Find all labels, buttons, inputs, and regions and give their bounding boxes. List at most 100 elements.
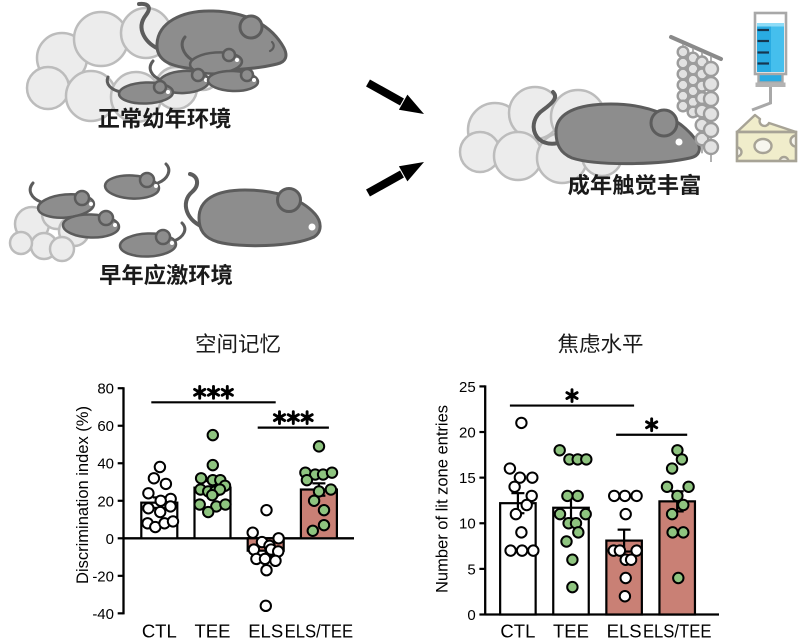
data-point (272, 532, 285, 545)
data-point (307, 494, 321, 507)
asterisk-icon (193, 384, 207, 400)
y-tick-label: 20 (459, 424, 476, 441)
data-point (325, 466, 339, 479)
data-point (525, 489, 538, 503)
bar-ctl (499, 502, 537, 616)
y-tick-label: 15 (459, 470, 476, 487)
data-point (206, 488, 219, 502)
syringe-base (755, 82, 786, 87)
data-point (206, 428, 220, 442)
arrow-icon (366, 162, 424, 197)
chart-spatial-memory: -40 -20 0 20 40 60 80 Discrimination index (%) C… (74, 381, 354, 642)
data-point (527, 544, 540, 557)
data-point (608, 489, 621, 503)
x-category-label: ELS/TEE (643, 621, 712, 642)
asterisk-icon (300, 410, 314, 425)
chart-title-anxiety-level-glyphs (558, 333, 643, 354)
data-point (159, 477, 173, 491)
data-point (300, 473, 314, 487)
chart-title-anxiety-level (558, 333, 643, 354)
x-category-label: CTL (500, 621, 535, 642)
data-point (515, 526, 528, 539)
data-point (219, 498, 232, 511)
data-point (259, 599, 272, 613)
x-category-label: TEE (195, 621, 231, 642)
data-point (269, 554, 282, 568)
mouse-eye (268, 40, 275, 53)
label-early-life-stress-environment (100, 263, 233, 286)
data-point (503, 462, 517, 475)
mouse-ear (138, 171, 156, 189)
mouse-eye (252, 78, 256, 82)
mouse-tail (148, 59, 163, 82)
curtain-rod (669, 35, 723, 61)
mouse-tail (180, 35, 194, 62)
significance-stars (272, 410, 314, 425)
mouse-eye (154, 184, 158, 188)
data-point (508, 480, 521, 493)
data-point (613, 544, 627, 557)
x-category-label: CTL (142, 621, 177, 642)
mouse-tail (531, 90, 564, 146)
mouse-ear (276, 187, 302, 213)
asterisk-icon (272, 410, 287, 425)
data-point (312, 485, 326, 498)
mouse-ear (97, 209, 115, 227)
data-point (660, 480, 674, 493)
data-point (630, 489, 643, 503)
mouse-ear (221, 47, 237, 63)
data-point (193, 498, 206, 511)
label-adult-tactile-enrichment (568, 173, 700, 196)
mouse-eye (166, 90, 170, 94)
y-tick-label: 0 (467, 607, 475, 624)
data-point (260, 503, 273, 517)
mouse-tail (183, 172, 208, 230)
cheese-hole (753, 137, 773, 155)
data-point (561, 489, 574, 503)
asterisk-icon (206, 384, 221, 400)
bead (702, 138, 720, 156)
data-point (515, 544, 529, 557)
mouse-eye (170, 241, 174, 245)
y-tick-label: 80 (97, 381, 114, 398)
asterisk-icon (220, 384, 234, 400)
syringe-spout (751, 87, 772, 112)
scene-normal-juvenile-environment (25, 1, 288, 124)
mouse-tail (28, 181, 43, 204)
data-point (154, 494, 167, 507)
data-point (515, 416, 528, 430)
data-point (246, 526, 259, 539)
data-point (619, 571, 632, 585)
data-point (164, 500, 177, 513)
nest-puff (8, 230, 34, 256)
data-point (566, 580, 579, 594)
x-category-label: TEE (553, 621, 589, 642)
data-point (672, 571, 685, 585)
mouse-eye (89, 202, 93, 206)
data-point (675, 453, 689, 466)
adult-mouse (531, 90, 701, 166)
mouse-ear (649, 108, 679, 138)
data-point (572, 526, 585, 539)
data-points-els (607, 489, 643, 603)
data-point (153, 460, 167, 474)
mouse-pup (180, 35, 244, 75)
label-early-life-stress-environment-glyphs (100, 263, 233, 286)
data-point (666, 526, 679, 539)
bead (702, 121, 720, 139)
data-point (142, 487, 155, 500)
data-point (194, 472, 208, 485)
data-point (566, 553, 579, 566)
y-tick-label: 0 (106, 531, 114, 548)
chart-title-spatial-memory (196, 333, 280, 354)
data-point (202, 505, 215, 519)
data-point (526, 471, 539, 484)
mouse-pup (28, 181, 96, 219)
y-tick-label: 5 (467, 561, 475, 578)
mouse-eye (113, 223, 117, 227)
data-point (665, 462, 679, 475)
mouse-tail (172, 221, 187, 243)
y-tick-label: 20 (97, 493, 114, 510)
